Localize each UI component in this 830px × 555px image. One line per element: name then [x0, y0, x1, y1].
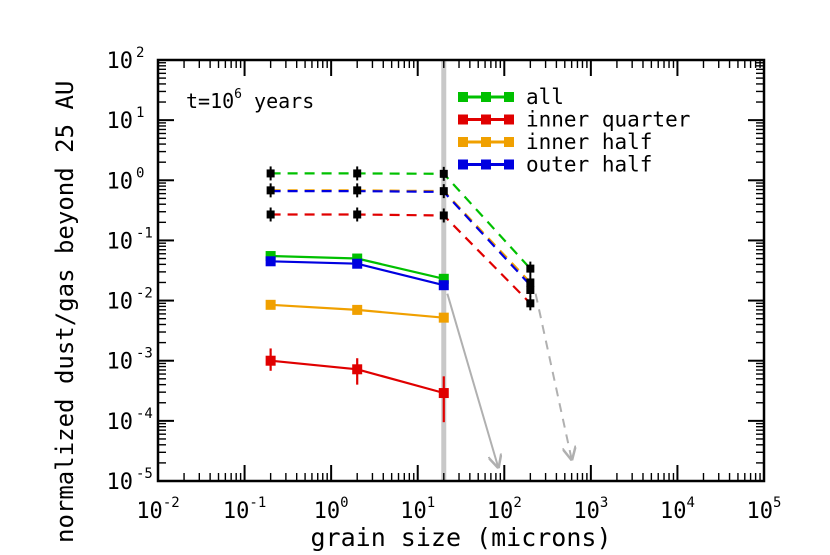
legend-marker — [458, 159, 468, 170]
plot-frame — [156, 58, 766, 483]
y-tick-exponent: -3 — [136, 346, 153, 362]
x-tick-exponent: 2 — [513, 495, 521, 511]
x-tick-base: 10 — [314, 499, 341, 524]
series-layer — [270, 172, 532, 395]
x-tick-label: 101 — [400, 495, 435, 524]
x-tick-exponent: -1 — [249, 495, 266, 511]
data-point — [352, 364, 363, 375]
x-tick-base: 10 — [136, 499, 163, 524]
y-tick-exponent: 1 — [136, 105, 144, 121]
x-tick-label: 103 — [573, 495, 608, 524]
y-tick-exponent: -1 — [136, 225, 153, 241]
time-annotation: t=106 years — [186, 87, 314, 113]
legend-marker — [458, 137, 468, 147]
y-tick-exponent: -5 — [136, 466, 153, 482]
y-tick-exponent: -2 — [136, 286, 153, 302]
data-point — [265, 355, 276, 366]
legend-marker — [504, 92, 514, 102]
x-tick-base: 10 — [660, 499, 687, 524]
legend-marker — [504, 159, 514, 170]
x-tick-base: 10 — [573, 499, 600, 524]
y-tick-exponent: 0 — [136, 165, 144, 181]
data-point — [265, 256, 276, 267]
series-line-4 — [270, 172, 532, 270]
legend-marker — [458, 114, 468, 125]
data-point — [438, 273, 449, 284]
x-tick-label: 104 — [660, 495, 695, 524]
x-tick-base: 10 — [487, 499, 514, 524]
x-tick-exponent: 3 — [600, 495, 608, 511]
x-tick-base: 10 — [223, 499, 250, 524]
legend-marker — [504, 137, 514, 147]
y-tick-label: 10 — [107, 290, 134, 315]
annotation-prefix: t=10 — [186, 89, 234, 113]
series-line-7 — [270, 213, 532, 305]
y-tick-base: 10 — [107, 470, 134, 495]
y-tick-base: 10 — [107, 410, 134, 435]
legend-marker — [481, 159, 491, 170]
x-tick-label: 10-2 — [136, 495, 179, 524]
arrow-0 — [446, 293, 498, 467]
y-tick-base: 10 — [107, 49, 134, 74]
data-point — [438, 312, 449, 323]
legend-label: outer half — [526, 153, 652, 177]
data-point — [265, 299, 276, 310]
x-tick-base: 10 — [747, 499, 774, 524]
y-tick-exponent: 2 — [136, 45, 144, 61]
legend-label: inner quarter — [526, 108, 690, 132]
y-tick-base: 10 — [107, 350, 134, 375]
legend-marker — [458, 92, 468, 102]
tick-layer — [157, 59, 765, 482]
arrow-layer — [446, 293, 572, 467]
text-layer: 10-2 10-1 100 101 102 103 104 10510-510-410-310… — [51, 45, 781, 552]
legend-label: inner half — [526, 130, 652, 154]
x-tick-exponent: 5 — [773, 495, 781, 511]
data-point — [265, 251, 276, 262]
data-point — [352, 304, 363, 315]
y-tick-label: 10 — [107, 470, 134, 495]
y-tick-base: 10 — [107, 169, 134, 194]
series-line-6 — [270, 190, 532, 286]
y-tick-base: 10 — [107, 109, 134, 134]
data-point — [352, 253, 363, 264]
y-tick-base: 10 — [107, 229, 134, 254]
x-tick-exponent: 0 — [340, 495, 348, 511]
x-tick-exponent: 4 — [686, 495, 694, 511]
x-tick-exponent: 1 — [427, 495, 435, 511]
marker-layer — [265, 166, 535, 423]
y-tick-label: 10 — [107, 410, 134, 435]
y-tick-label: 10 — [107, 109, 134, 134]
arrow-1 — [534, 293, 572, 460]
legend-marker — [481, 137, 491, 147]
x-tick-label: 105 — [747, 495, 782, 524]
annotation-suffix: years — [242, 89, 314, 113]
y-tick-label: 10 — [107, 169, 134, 194]
legend-label: all — [526, 85, 564, 109]
y-tick-label: 10 — [107, 350, 134, 375]
legend-marker — [504, 114, 514, 125]
data-point — [438, 280, 449, 291]
x-tick-label: 100 — [314, 495, 349, 524]
x-tick-label: 102 — [487, 495, 522, 524]
y-tick-label: 10 — [107, 49, 134, 74]
x-tick-exponent: -2 — [163, 495, 180, 511]
y-tick-base: 10 — [107, 290, 134, 315]
x-tick-label: 10-1 — [223, 495, 266, 524]
y-axis-label: normalized dust/gas beyond 25 AU — [51, 81, 79, 543]
legend-marker — [481, 114, 491, 125]
annotation-exponent: 6 — [234, 87, 242, 102]
data-point — [352, 258, 363, 269]
x-axis-label: grain size (microns) — [310, 523, 611, 552]
data-point — [438, 388, 449, 399]
x-tick-base: 10 — [400, 499, 427, 524]
y-tick-label: 10 — [107, 229, 134, 254]
legend-marker — [481, 92, 491, 102]
y-tick-exponent: -4 — [136, 406, 153, 422]
